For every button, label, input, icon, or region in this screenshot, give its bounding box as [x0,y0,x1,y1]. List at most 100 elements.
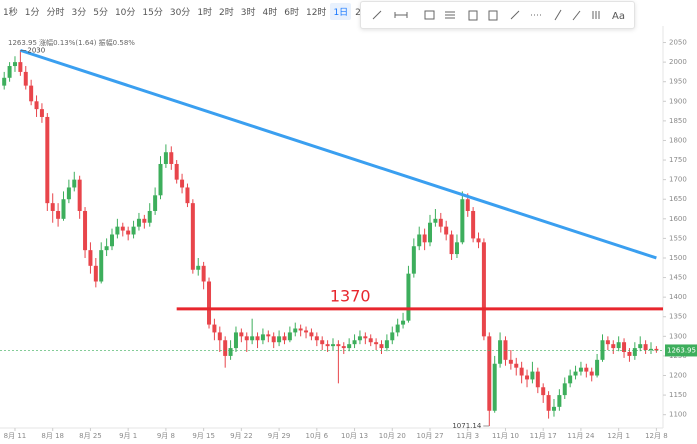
candle-body [50,203,55,211]
candle-body [471,210,476,239]
candle-body [29,85,34,102]
candle-body [190,203,195,270]
high-label: 2030 [27,46,45,54]
candle-body [110,234,114,247]
candle-body [627,352,632,356]
candle-body [99,250,104,282]
candle-body [374,342,379,345]
candle-body [88,250,93,266]
candle-body [454,242,459,255]
y-tick-label: 2000 [669,58,687,66]
candle-body [395,324,400,333]
tool-icons: Aa [372,9,625,22]
interval-button[interactable]: 1秒 [3,7,18,18]
candle-body [233,332,238,349]
candle-body [228,348,233,356]
candle-body [120,226,125,231]
candle-body [104,246,109,251]
candle-body [401,320,406,325]
candle-body [255,336,260,341]
candle-body [136,218,141,227]
x-tick-label: 11月 17 [530,432,557,440]
x-tick-label: 10月 6 [306,432,329,440]
candle-body [39,109,44,117]
candle-body [347,344,352,349]
candle-body [45,116,50,204]
candle-body [562,383,567,396]
candle-body [460,199,465,243]
candle-body [384,340,389,349]
candle-body [271,336,276,343]
candle-body [293,328,298,333]
candle-body [551,406,556,411]
y-tick-label: 1400 [669,293,687,301]
candle-body [557,395,562,407]
candle-body [595,359,600,376]
x-tick-label: 8月 25 [79,432,102,440]
candle-body [616,342,621,349]
interval-button[interactable]: 30分 [169,7,191,18]
candle-body [600,340,605,360]
candle-body [530,371,535,380]
candle-body [56,210,61,219]
candle-body [61,199,66,219]
interval-button[interactable]: 6时 [284,7,299,18]
candle-body [379,344,384,349]
y-tick-label: 1650 [669,195,687,203]
candle-body [34,101,39,110]
candle-body [7,66,12,78]
candle-body [611,344,616,349]
candle-body [368,338,373,343]
interval-button[interactable]: 分时 [46,7,65,18]
y-tick-label: 1700 [669,176,687,184]
candle-body [320,340,325,345]
candle-body [605,340,610,345]
interval-button[interactable]: 15分 [142,7,163,18]
interval-button[interactable]: 3分 [71,7,87,18]
candle-body [298,328,303,331]
candle-body [239,332,244,337]
x-tick-label: 9月 22 [230,432,253,440]
y-tick-label: 1900 [669,97,687,105]
candle-body [244,336,249,341]
candle-body [174,163,179,180]
candle-body [498,340,503,364]
candle-body [546,395,551,411]
candle-body [158,163,163,196]
candle-body [573,371,578,376]
info-line: 1263.95 涨幅0.13%(1.64) 振幅0.58% [8,38,135,47]
candle-body [444,226,449,235]
candle-body [18,62,23,72]
candle-body [66,187,71,200]
interval-button[interactable]: 3时 [240,7,256,18]
candle-body [649,348,653,351]
candle-body [196,265,201,270]
interval-button[interactable]: 10分 [114,7,136,18]
interval-button[interactable]: 1时 [197,7,213,18]
interval-button[interactable]: 2时 [219,7,234,18]
x-tick-label: 11月 3 [456,432,479,440]
y-tick-label: 1350 [669,313,687,321]
candle-body [12,62,17,67]
candle-body [428,222,433,243]
interval-button[interactable]: 1分 [24,7,40,18]
candle-body [632,348,637,356]
candle-body [584,367,589,372]
candle-body [352,340,357,345]
candle-body [163,152,168,164]
candle-body [266,334,271,337]
interval-button[interactable]: 1日 [330,2,352,20]
x-tick-label: 9月 29 [268,432,291,440]
candle-body [433,218,438,223]
interval-button[interactable]: 12时 [305,7,327,18]
candle-body [153,195,158,211]
interval-button[interactable]: 5分 [93,7,108,18]
candle-body [201,265,206,282]
interval-button[interactable]: 4时 [262,7,278,18]
candle-body [406,273,411,321]
y-tick-label: 1600 [669,215,687,223]
candle-body [341,346,346,349]
x-tick-label: 10月 27 [416,432,443,440]
